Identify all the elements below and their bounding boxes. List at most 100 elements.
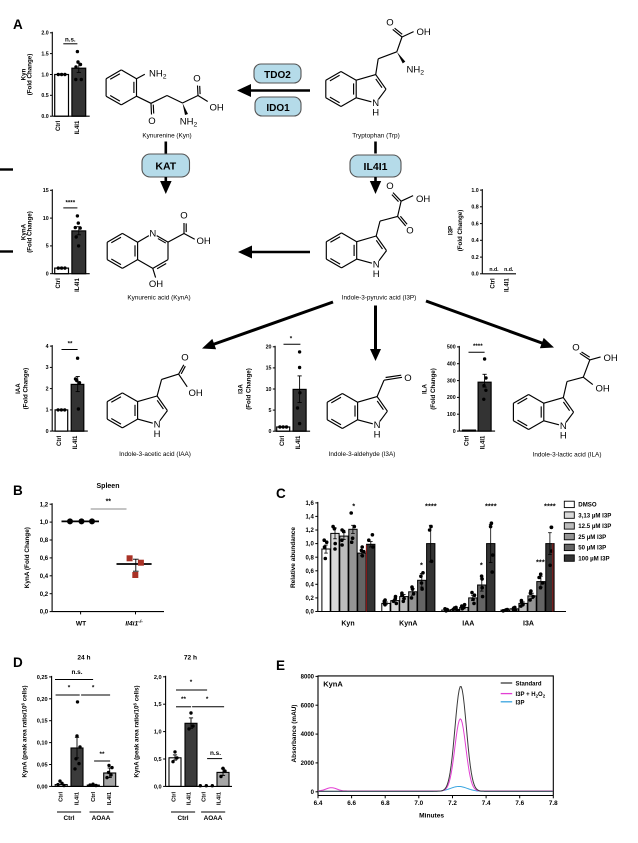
svg-text:15: 15 — [43, 188, 49, 194]
svg-text:Spleen: Spleen — [97, 483, 120, 490]
svg-text:Ctrl: Ctrl — [464, 435, 470, 446]
svg-text:Tryptophan (Trp): Tryptophan (Trp) — [352, 133, 399, 140]
svg-text:(Fold Change): (Fold Change) — [23, 368, 30, 410]
svg-text:DMSO: DMSO — [578, 502, 597, 509]
svg-text:Ctrl: Ctrl — [172, 792, 178, 802]
svg-text:IL4I1: IL4I1 — [296, 435, 302, 449]
svg-text:25 µM I3P: 25 µM I3P — [578, 534, 606, 541]
svg-text:IL4I1: IL4I1 — [73, 435, 79, 449]
svg-text:Indole-3-pyruvic acid (I3P): Indole-3-pyruvic acid (I3P) — [342, 295, 417, 302]
svg-text:H: H — [374, 430, 381, 441]
svg-text:H: H — [154, 429, 161, 440]
svg-text:6000: 6000 — [301, 703, 315, 709]
svg-text:2: 2 — [46, 386, 49, 392]
svg-text:O: O — [406, 226, 413, 237]
svg-text:0,8: 0,8 — [305, 555, 314, 561]
svg-text:0,25: 0,25 — [37, 675, 48, 681]
svg-text:**: ** — [106, 499, 112, 506]
svg-text:6.4: 6.4 — [314, 800, 323, 807]
svg-text:****: **** — [485, 502, 497, 511]
svg-text:Ctrl: Ctrl — [91, 792, 97, 802]
svg-text:1.5: 1.5 — [41, 51, 48, 57]
svg-text:A: A — [13, 17, 23, 32]
svg-text:1.0: 1.0 — [471, 188, 478, 194]
svg-text:O: O — [572, 343, 579, 354]
svg-text:0,10: 0,10 — [37, 741, 48, 747]
svg-text:IL4I1: IL4I1 — [187, 791, 193, 805]
svg-text:0: 0 — [46, 429, 49, 435]
svg-text:Ctrl: Ctrl — [63, 815, 74, 822]
svg-text:OH: OH — [417, 27, 431, 38]
svg-text:O: O — [386, 18, 393, 29]
svg-text:E: E — [276, 658, 285, 673]
svg-text:2000: 2000 — [301, 761, 315, 767]
svg-text:I3P: I3P — [447, 226, 454, 235]
svg-text:****: **** — [425, 502, 437, 511]
svg-text:12.5 µM I3P: 12.5 µM I3P — [578, 523, 611, 530]
svg-text:Kyn: Kyn — [341, 621, 354, 628]
svg-text:1,2: 1,2 — [305, 528, 314, 534]
svg-text:1,0: 1,0 — [40, 520, 49, 526]
svg-text:N: N — [149, 229, 156, 240]
svg-text:7.0: 7.0 — [414, 800, 423, 807]
svg-text:Ctrl: Ctrl — [177, 815, 188, 822]
svg-text:20: 20 — [266, 345, 272, 351]
svg-text:KAT: KAT — [155, 161, 176, 173]
svg-text:AOAA: AOAA — [92, 815, 111, 822]
svg-text:OH: OH — [210, 103, 224, 114]
svg-text:Indole-3-lactic acid (ILA): Indole-3-lactic acid (ILA) — [533, 452, 602, 459]
svg-text:0,8: 0,8 — [40, 538, 49, 544]
svg-text:ILA: ILA — [422, 383, 429, 393]
svg-text:Ctrl: Ctrl — [56, 120, 62, 131]
svg-text:n.s.: n.s. — [210, 750, 221, 757]
svg-text:IL4I1: IL4I1 — [75, 278, 81, 292]
svg-text:KynA: KynA — [323, 680, 343, 689]
svg-text:0.8: 0.8 — [471, 205, 478, 211]
svg-text:500: 500 — [447, 345, 456, 351]
svg-text:1,4: 1,4 — [305, 515, 314, 521]
svg-text:B: B — [13, 483, 23, 498]
svg-text:10: 10 — [266, 387, 272, 393]
svg-text:1,0: 1,0 — [154, 730, 162, 736]
svg-text:*: * — [352, 502, 355, 511]
svg-text:I3P: I3P — [516, 700, 525, 706]
svg-text:0,15: 0,15 — [37, 719, 48, 725]
svg-text:Indole-3-aldehyde (I3A): Indole-3-aldehyde (I3A) — [329, 451, 396, 458]
svg-text:n.s.: n.s. — [71, 669, 82, 676]
svg-text:****: **** — [65, 200, 75, 207]
svg-text:300: 300 — [447, 378, 456, 384]
svg-text:IL4I1: IL4I1 — [364, 161, 388, 173]
svg-text:D: D — [13, 655, 23, 670]
svg-text:I3P + H2O2: I3P + H2O2 — [516, 692, 546, 699]
svg-text:(Fold Change): (Fold Change) — [27, 54, 34, 96]
svg-text:1,6: 1,6 — [305, 501, 314, 507]
svg-text:5: 5 — [269, 408, 272, 414]
svg-text:Ctrl: Ctrl — [57, 435, 63, 446]
svg-text:n.s.: n.s. — [65, 37, 76, 44]
svg-text:****: **** — [473, 343, 483, 350]
svg-text:Kynurenic acid (KynA): Kynurenic acid (KynA) — [127, 295, 190, 302]
svg-text:7.2: 7.2 — [448, 800, 457, 807]
svg-text:(Fold Change): (Fold Change) — [457, 210, 464, 252]
svg-text:100: 100 — [447, 412, 456, 418]
svg-text:0,0: 0,0 — [154, 784, 162, 790]
svg-text:IL4I1: IL4I1 — [75, 120, 81, 134]
svg-text:KynA: KynA — [399, 621, 417, 628]
svg-text:0: 0 — [453, 429, 456, 435]
svg-text:Relative abundance: Relative abundance — [290, 527, 297, 588]
svg-text:0.4: 0.4 — [471, 238, 478, 244]
svg-text:4: 4 — [46, 344, 49, 350]
svg-text:0.2: 0.2 — [471, 255, 478, 261]
svg-text:KynA (peak area ratio/106 cell: KynA (peak area ratio/106 cells) — [132, 685, 140, 777]
svg-text:0.6: 0.6 — [471, 221, 478, 227]
svg-text:6.6: 6.6 — [347, 800, 356, 807]
svg-text:OH: OH — [189, 388, 203, 399]
svg-text:OH: OH — [596, 384, 610, 395]
svg-text:1,2: 1,2 — [40, 502, 49, 508]
svg-text:(Fold Change): (Fold Change) — [27, 211, 34, 253]
svg-text:0,00: 0,00 — [37, 784, 48, 790]
svg-text:0,05: 0,05 — [37, 763, 48, 769]
svg-text:Ctrl: Ctrl — [280, 435, 286, 446]
svg-text:1: 1 — [46, 408, 49, 414]
svg-text:0,6: 0,6 — [305, 569, 314, 575]
